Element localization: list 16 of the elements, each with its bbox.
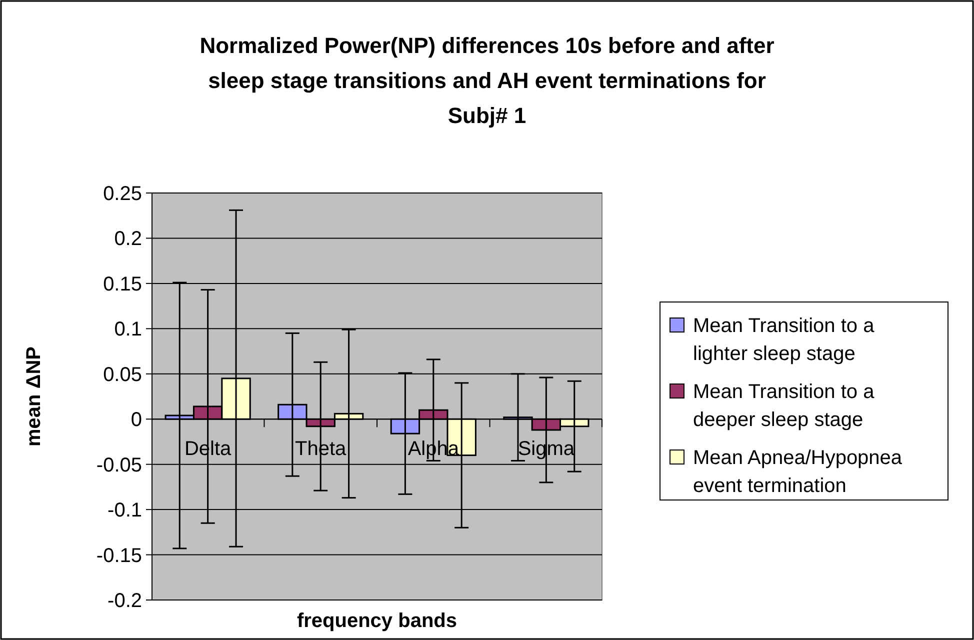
y-tick-label: 0.1 <box>114 318 142 341</box>
chart-title: Normalized Power(NP) differences 10s before and after sleep stage transitions and AH event terminations for Subj# 1 <box>200 33 775 128</box>
y-tick-label: -0.1 <box>108 500 142 522</box>
legend-label: Mean Apnea/Hypopnea event termination <box>693 447 903 497</box>
y-tick-label: 0.25 <box>103 183 142 205</box>
y-axis-title: mean ΔNP <box>23 346 45 446</box>
y-tick-label: 0 <box>130 409 142 432</box>
y-tick-label: 0.15 <box>103 273 142 296</box>
x-axis-title: frequency bands <box>296 610 458 632</box>
y-tick-label: 0.05 <box>103 364 142 386</box>
y-tick-label: -0.15 <box>96 544 142 567</box>
y-tick-label: 0.2 <box>114 228 142 250</box>
y-tick-label: -0.2 <box>108 590 142 612</box>
legend-label: Mean Transition to a lighter sleep stage <box>693 315 876 365</box>
y-tick-label: -0.05 <box>96 454 142 476</box>
legend-label: Mean Transition to a deeper sleep stage <box>693 381 876 431</box>
